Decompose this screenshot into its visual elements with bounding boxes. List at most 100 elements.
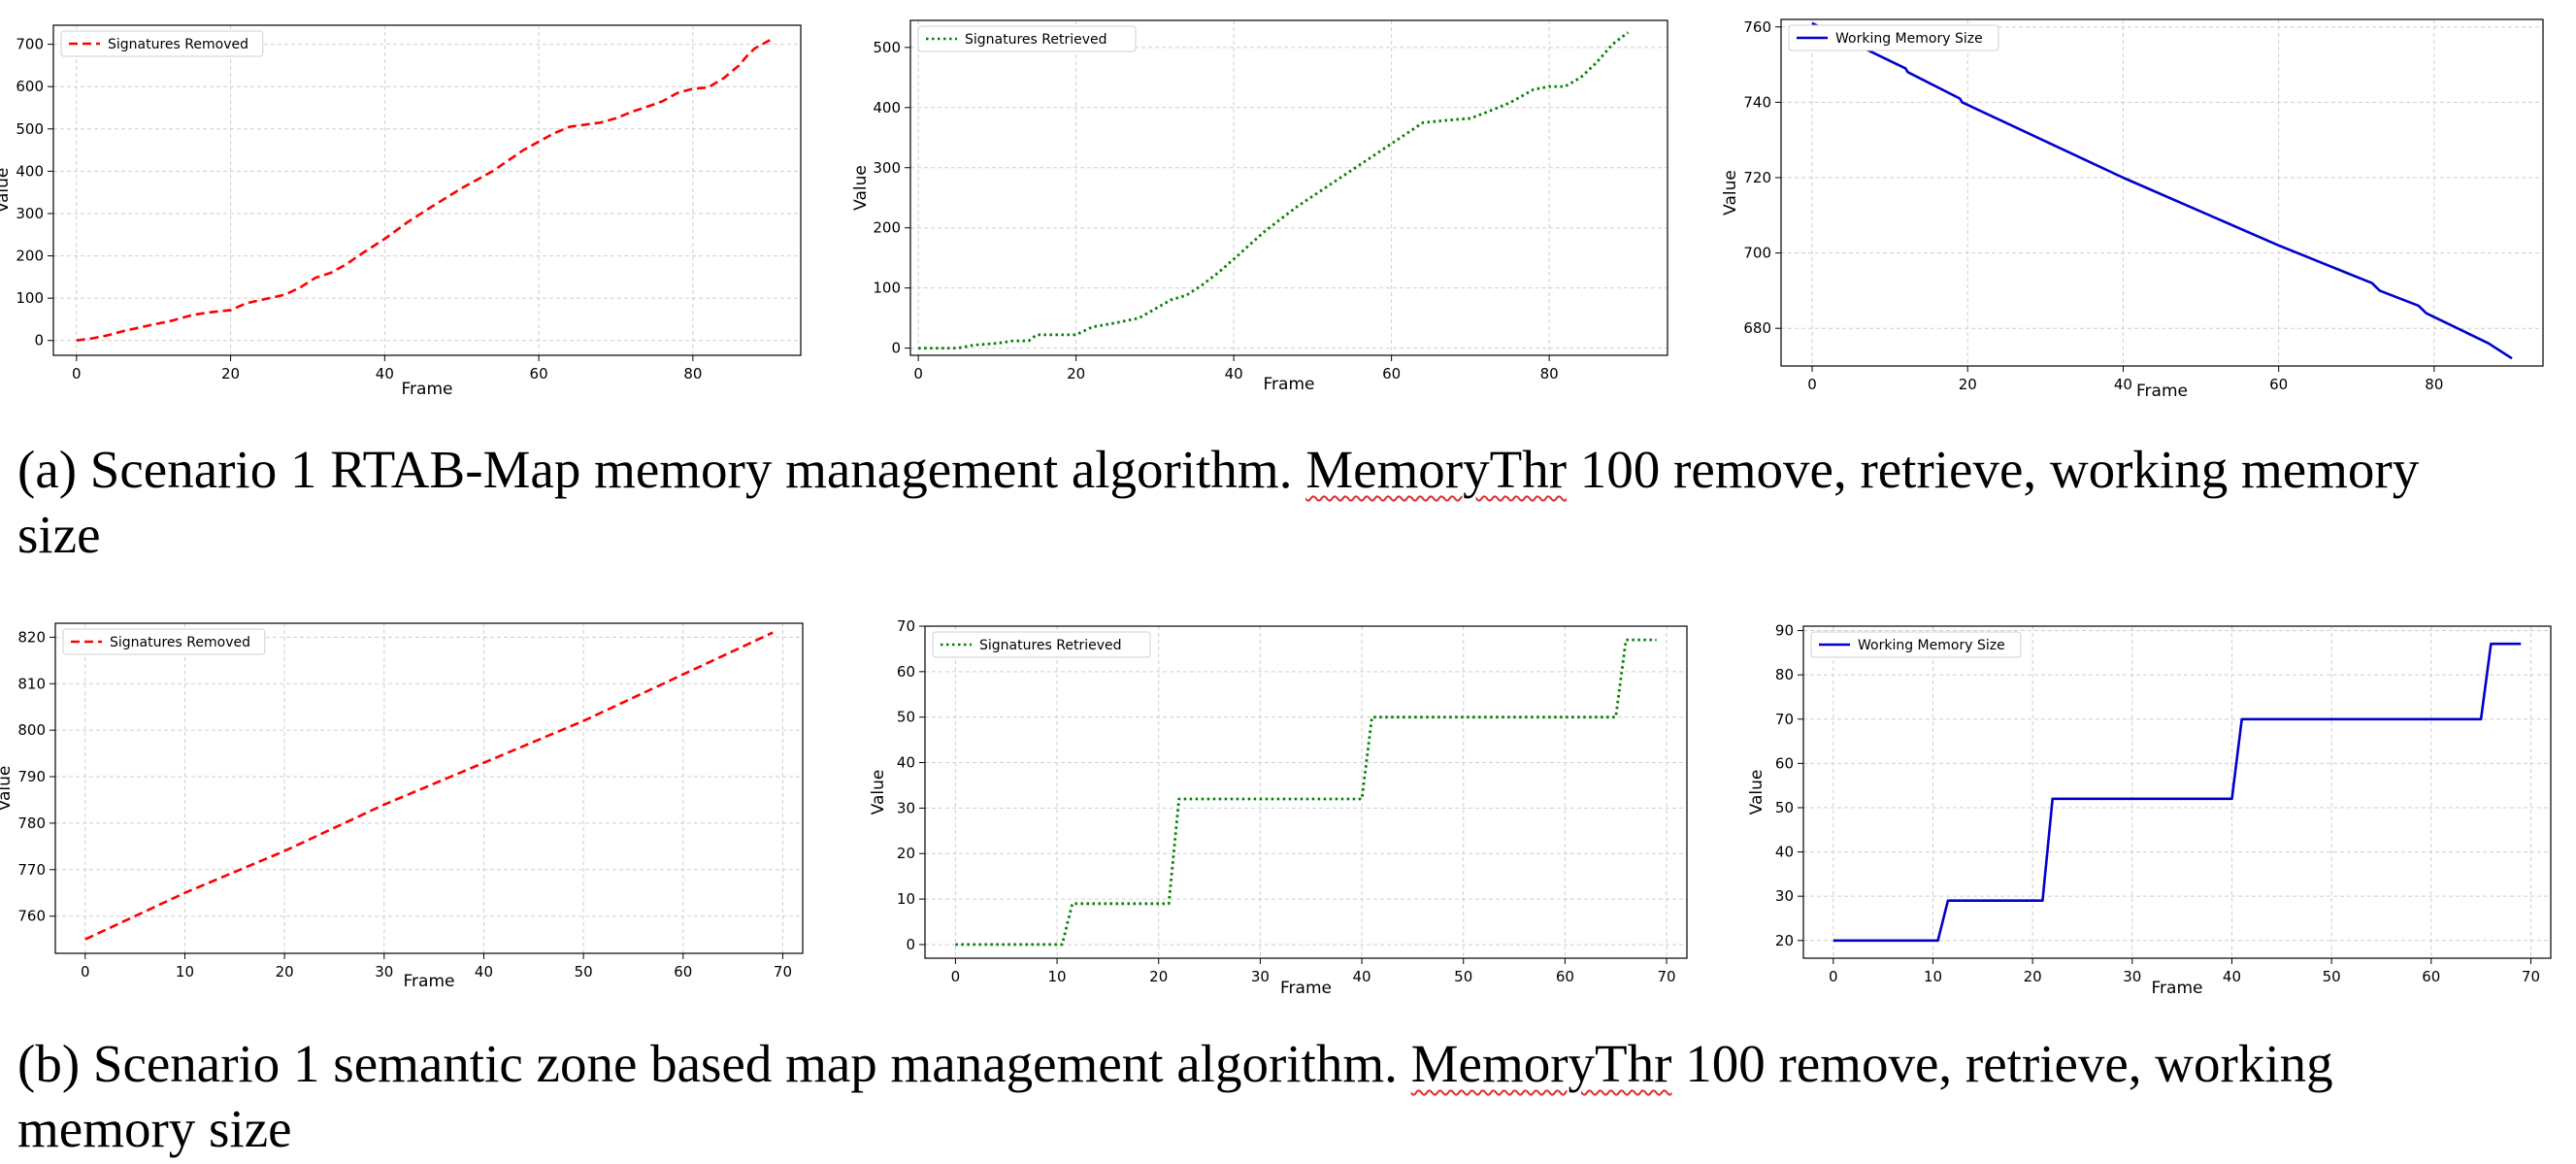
y-tick-label: 760 xyxy=(1743,18,1771,36)
y-tick-label: 40 xyxy=(897,754,915,772)
y-tick-label: 20 xyxy=(1775,932,1794,949)
y-tick-label: 720 xyxy=(1743,169,1771,186)
y-tick-label: 30 xyxy=(897,799,915,816)
y-tick-label: 600 xyxy=(16,78,44,95)
caption-a: (a) Scenario 1 RTAB-Map memory managemen… xyxy=(17,437,2502,567)
y-tick-label: 820 xyxy=(17,628,46,646)
plot-frame xyxy=(54,622,804,954)
caption-b: (b) Scenario 1 semantic zone based map m… xyxy=(17,1031,2502,1161)
chart-b3: 0 10 20 30 40 50 60 70 20 30 40 50 60 70 80 90 Frame Valu… xyxy=(1747,612,2553,1000)
y-tick-label: 30 xyxy=(1775,887,1794,905)
y-tick-label: 770 xyxy=(17,861,46,879)
x-tick-label: 80 xyxy=(2425,376,2443,393)
series-line xyxy=(955,638,1657,947)
x-tick-label: 60 xyxy=(674,963,692,981)
caption-a-text-end: 100 remove, retrieve, working memory siz… xyxy=(17,440,2420,564)
x-tick-label: 40 xyxy=(2114,376,2132,393)
legend-box xyxy=(1810,631,2022,658)
y-tick-label: 780 xyxy=(17,815,46,832)
x-tick-label: 60 xyxy=(1382,365,1401,382)
legend-box xyxy=(917,25,1137,52)
y-tick-label: 200 xyxy=(873,219,901,237)
x-tick-label: 20 xyxy=(1149,968,1168,985)
legend-label: Signatures Retrieved xyxy=(979,638,1122,653)
x-tick-label: 10 xyxy=(1048,968,1067,985)
x-tick-label: 0 xyxy=(913,365,923,382)
plot-frame xyxy=(1802,625,2552,959)
y-tick-label: 50 xyxy=(1775,799,1794,816)
x-axis-label: Frame xyxy=(1264,375,1315,394)
legend-label: Signatures Removed xyxy=(108,37,248,52)
x-axis-label: Frame xyxy=(402,380,453,399)
chart-a3: 0 20 40 60 80 680 700 720 740 760 Frame Value Workin… xyxy=(1718,16,2553,404)
y-tick-label: 760 xyxy=(17,908,46,925)
y-tick-label: 740 xyxy=(1743,93,1771,111)
x-tick-label: 0 xyxy=(1829,968,1838,985)
chart-b2: 0 10 20 30 40 50 60 70 0 10 20 30 40 50 60 70 Frame Value… xyxy=(864,612,1699,1000)
x-tick-label: 10 xyxy=(1924,968,1942,985)
series-line xyxy=(918,31,1630,350)
series-line xyxy=(1833,642,2522,943)
x-tick-label: 20 xyxy=(2024,968,2042,985)
y-tick-label: 700 xyxy=(16,36,44,53)
y-tick-label: 300 xyxy=(873,159,901,177)
legend-box xyxy=(62,628,266,655)
chart-a1: 0 20 40 60 80 0 100 200 300 400 500 600 700 Frame Valu… xyxy=(0,16,806,404)
y-tick-label: 400 xyxy=(873,99,901,116)
plot-frame xyxy=(909,19,1668,356)
x-tick-label: 20 xyxy=(221,365,240,382)
x-tick-label: 40 xyxy=(1353,968,1371,985)
y-tick-label: 680 xyxy=(1743,319,1771,337)
x-tick-label: 0 xyxy=(951,968,961,985)
y-tick-label: 100 xyxy=(16,289,44,307)
x-tick-label: 0 xyxy=(1807,376,1817,393)
x-tick-label: 10 xyxy=(176,963,194,981)
plot-frame xyxy=(52,24,802,356)
y-tick-label: 400 xyxy=(16,162,44,180)
series-line xyxy=(1811,21,2513,360)
x-tick-label: 80 xyxy=(1540,365,1559,382)
series-line xyxy=(76,39,771,342)
x-tick-label: 30 xyxy=(375,963,393,981)
x-tick-label: 70 xyxy=(774,963,792,981)
series-line xyxy=(84,631,774,941)
caption-a-text: (a) Scenario 1 RTAB-Map memory managemen… xyxy=(17,440,1306,499)
y-axis-label: Value xyxy=(869,770,888,815)
x-tick-label: 60 xyxy=(2422,968,2440,985)
y-tick-label: 20 xyxy=(897,845,915,862)
x-tick-label: 30 xyxy=(2123,968,2141,985)
caption-a-flagged-word: MemoryThr xyxy=(1305,440,1568,499)
y-tick-label: 100 xyxy=(873,280,901,297)
x-tick-label: 20 xyxy=(1959,376,1977,393)
x-tick-label: 80 xyxy=(683,365,702,382)
legend-label: Signatures Retrieved xyxy=(965,32,1107,48)
y-tick-label: 0 xyxy=(891,340,901,357)
y-tick-label: 70 xyxy=(897,617,915,635)
legend-label: Signatures Removed xyxy=(110,635,250,650)
x-tick-label: 70 xyxy=(1658,968,1676,985)
x-tick-label: 20 xyxy=(1067,365,1085,382)
x-tick-label: 0 xyxy=(81,963,90,981)
plot-frame xyxy=(1780,18,2544,367)
y-tick-label: 700 xyxy=(1743,245,1771,262)
y-tick-label: 60 xyxy=(1775,754,1794,772)
y-tick-label: 0 xyxy=(906,936,915,953)
x-tick-label: 50 xyxy=(1454,968,1472,985)
y-tick-label: 60 xyxy=(897,663,915,681)
y-tick-label: 40 xyxy=(1775,844,1794,861)
x-tick-label: 60 xyxy=(530,365,548,382)
y-tick-label: 90 xyxy=(1775,622,1794,640)
x-tick-label: 60 xyxy=(1556,968,1574,985)
x-tick-label: 40 xyxy=(376,365,394,382)
plot-frame xyxy=(924,625,1688,959)
y-tick-label: 0 xyxy=(34,332,44,349)
legend-label: Working Memory Size xyxy=(1835,31,1983,47)
x-tick-label: 30 xyxy=(1251,968,1270,985)
y-tick-label: 70 xyxy=(1775,711,1794,728)
y-axis-label: Value xyxy=(0,168,13,214)
y-tick-label: 500 xyxy=(873,39,901,56)
x-tick-label: 50 xyxy=(575,963,593,981)
x-axis-label: Frame xyxy=(404,972,455,991)
x-tick-label: 40 xyxy=(2223,968,2241,985)
x-tick-label: 0 xyxy=(72,365,82,382)
